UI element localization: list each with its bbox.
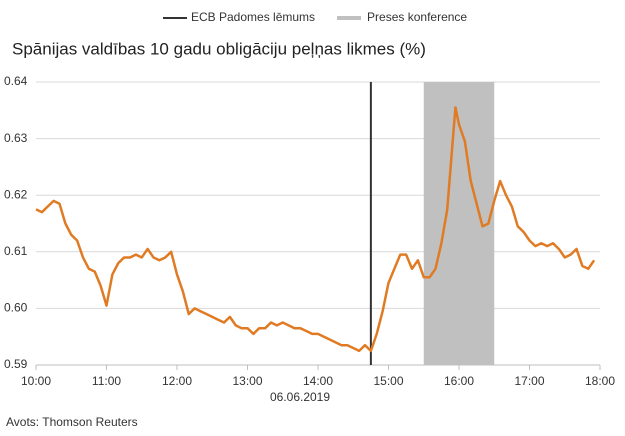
y-tick-label: 0.61 bbox=[4, 244, 28, 258]
x-tick-label: 13:00 bbox=[232, 374, 262, 388]
x-tick-label: 16:00 bbox=[444, 374, 474, 388]
y-tick-label: 0.64 bbox=[4, 74, 28, 88]
x-axis-label: 06.06.2019 bbox=[270, 390, 330, 404]
y-tick-label: 0.63 bbox=[4, 131, 28, 145]
x-tick-label: 14:00 bbox=[303, 374, 333, 388]
legend-label: Preses konference bbox=[367, 10, 467, 24]
x-tick-label: 18:00 bbox=[585, 374, 615, 388]
x-tick-label: 17:00 bbox=[514, 374, 544, 388]
x-tick-label: 11:00 bbox=[92, 374, 121, 388]
x-tick-label: 10:00 bbox=[21, 374, 51, 388]
x-tick-label: 15:00 bbox=[373, 374, 403, 388]
chart-title: Spānijas valdības 10 gadu obligāciju peļ… bbox=[12, 39, 426, 58]
y-tick-label: 0.60 bbox=[4, 301, 28, 315]
legend-label: ECB Padomes lēmums bbox=[191, 10, 315, 24]
y-tick-label: 0.62 bbox=[4, 187, 28, 201]
x-tick-label: 12:00 bbox=[162, 374, 192, 388]
y-tick-label: 0.59 bbox=[4, 357, 28, 371]
source-note: Avots: Thomson Reuters bbox=[6, 415, 138, 429]
data-line bbox=[35, 106, 596, 353]
